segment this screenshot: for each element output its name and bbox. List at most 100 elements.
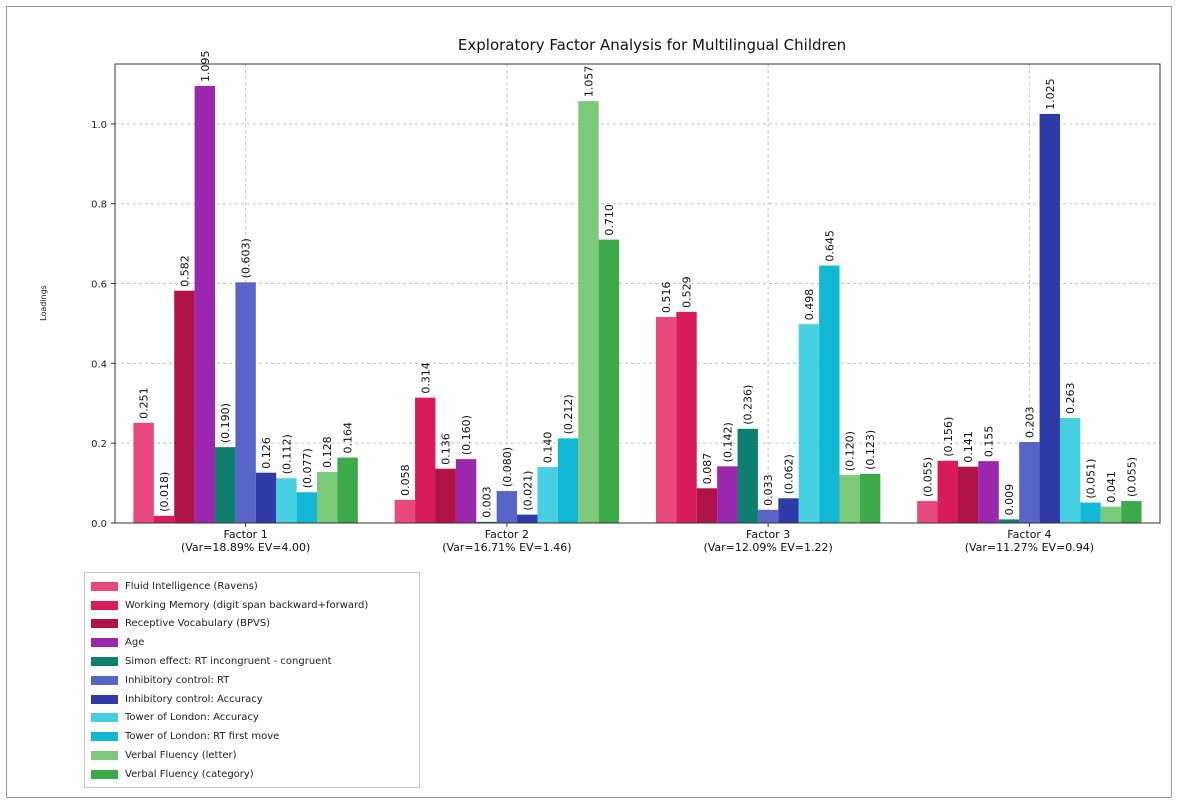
bar-value-label: 0.041 bbox=[1105, 471, 1118, 503]
bar-value-label: 0.164 bbox=[342, 422, 355, 454]
bar bbox=[435, 468, 456, 523]
bar-value-label: 1.095 bbox=[199, 50, 212, 82]
bar-value-label: (0.120) bbox=[844, 431, 857, 471]
bar bbox=[1121, 501, 1142, 523]
bar bbox=[859, 473, 881, 523]
bar bbox=[737, 428, 758, 523]
legend-item: Verbal Fluency (category) bbox=[91, 765, 413, 784]
bar bbox=[798, 324, 820, 523]
y-tick-label: 0.2 bbox=[91, 439, 107, 450]
bar-value-label: 0.529 bbox=[681, 276, 694, 308]
bar-value-label: 0.128 bbox=[321, 436, 334, 468]
bar-value-label: (0.055) bbox=[1125, 457, 1138, 497]
bar-chart: Exploratory Factor Analysis for Multilin… bbox=[39, 36, 1161, 554]
bar-value-label: (0.062) bbox=[783, 454, 796, 494]
bar bbox=[717, 466, 738, 523]
bar-value-label: 0.033 bbox=[762, 474, 775, 506]
bar bbox=[557, 438, 579, 523]
legend-item: Tower of London: Accuracy bbox=[91, 709, 413, 728]
bar bbox=[696, 488, 718, 523]
legend-swatch bbox=[91, 581, 118, 591]
bar-value-label: (0.021) bbox=[521, 471, 534, 511]
legend-label: Inhibitory control: RT bbox=[125, 674, 230, 686]
legend-swatch bbox=[91, 600, 118, 610]
legend-item: Simon effect: RT incongruent - congruent bbox=[91, 652, 413, 671]
bar-value-label: 0.140 bbox=[542, 432, 555, 464]
bar-value-label: (0.055) bbox=[921, 457, 934, 497]
bar bbox=[1039, 113, 1060, 524]
bar-value-label: 1.025 bbox=[1044, 78, 1057, 110]
x-tick-label: Factor 4 (Var=11.27% EV=0.94) bbox=[965, 528, 1094, 554]
bar-value-label: 0.058 bbox=[399, 464, 412, 496]
bar bbox=[1100, 506, 1122, 523]
chart-title: Exploratory Factor Analysis for Multilin… bbox=[458, 36, 846, 54]
bar bbox=[194, 85, 216, 523]
legend-label: Fluid Intelligence (Ravens) bbox=[125, 580, 258, 592]
bar bbox=[276, 478, 297, 523]
bar bbox=[1080, 502, 1101, 523]
bar-value-label: 0.582 bbox=[178, 255, 191, 287]
bar bbox=[455, 459, 477, 523]
legend-swatch bbox=[91, 713, 118, 723]
bar bbox=[998, 519, 1020, 523]
bar bbox=[517, 514, 538, 523]
bar bbox=[394, 499, 416, 523]
bar-value-label: 0.314 bbox=[419, 362, 432, 394]
legend-label: Tower of London: RT first move bbox=[125, 731, 280, 743]
legend-label: Verbal Fluency (category) bbox=[125, 768, 254, 780]
legend-label: Working Memory (digit span backward+forw… bbox=[125, 599, 369, 611]
legend-item: Inhibitory control: Accuracy bbox=[91, 690, 413, 709]
legend-swatch bbox=[91, 694, 118, 704]
legend-swatch bbox=[91, 638, 118, 648]
bar-value-label: (0.051) bbox=[1085, 459, 1098, 499]
bar bbox=[655, 317, 677, 523]
bar bbox=[578, 101, 599, 523]
bars bbox=[133, 85, 1142, 524]
bar bbox=[839, 475, 860, 523]
y-tick-label: 1.0 bbox=[91, 120, 107, 131]
bar-value-label: (0.603) bbox=[240, 238, 253, 278]
legend-item: Age bbox=[91, 633, 413, 652]
legend-label: Receptive Vocabulary (BPVS) bbox=[125, 618, 271, 630]
bar-value-label: (0.156) bbox=[942, 417, 955, 457]
y-tick-label: 0.4 bbox=[91, 359, 107, 370]
bar bbox=[598, 239, 620, 524]
y-tick-label: 0.8 bbox=[91, 200, 107, 211]
bar-value-label: 0.087 bbox=[701, 453, 714, 485]
legend-label: Verbal Fluency (letter) bbox=[125, 750, 237, 762]
bar-value-label: (0.080) bbox=[501, 447, 514, 487]
bar bbox=[317, 471, 338, 523]
bar-value-label: (0.123) bbox=[864, 430, 877, 470]
bar-value-label: 0.645 bbox=[823, 230, 836, 262]
legend-item: Fluid Intelligence (Ravens) bbox=[91, 577, 413, 596]
legend-swatch bbox=[91, 751, 118, 761]
legend-item: Working Memory (digit span backward+forw… bbox=[91, 596, 413, 615]
bar-value-label: 0.498 bbox=[803, 289, 816, 321]
bar-value-label: 0.009 bbox=[1003, 484, 1016, 516]
bar bbox=[917, 501, 938, 523]
bar-value-label: (0.112) bbox=[280, 434, 293, 474]
legend-swatch bbox=[91, 657, 118, 667]
y-tick-label: 0.6 bbox=[91, 280, 107, 291]
legend-swatch bbox=[91, 769, 118, 779]
bar-value-label: 0.203 bbox=[1023, 406, 1036, 438]
bar-value-label: (0.190) bbox=[219, 403, 232, 443]
bar bbox=[957, 466, 979, 523]
bar bbox=[757, 509, 779, 523]
bar bbox=[978, 461, 999, 523]
legend-item: Inhibitory control: RT bbox=[91, 671, 413, 690]
bar-value-label: 0.516 bbox=[660, 282, 673, 314]
bar bbox=[235, 282, 256, 523]
bar-value-label: (0.212) bbox=[562, 394, 575, 434]
bar bbox=[153, 515, 175, 523]
bar bbox=[496, 491, 518, 523]
legend-item: Receptive Vocabulary (BPVS) bbox=[91, 615, 413, 634]
bar bbox=[215, 447, 236, 523]
legend-swatch bbox=[91, 675, 118, 685]
y-axis-label: Loadings bbox=[39, 285, 48, 321]
legend-label: Inhibitory control: Accuracy bbox=[125, 693, 263, 705]
legend: Fluid Intelligence (Ravens) Working Memor… bbox=[84, 572, 420, 788]
bar bbox=[133, 422, 154, 523]
data-labels: 0.251 (0.018) 0.582 1.095 (0.190) (0.603) 0.12… bbox=[138, 50, 1139, 517]
x-tick-label: Factor 2 (Var=16.71% EV=1.46) bbox=[442, 528, 571, 554]
